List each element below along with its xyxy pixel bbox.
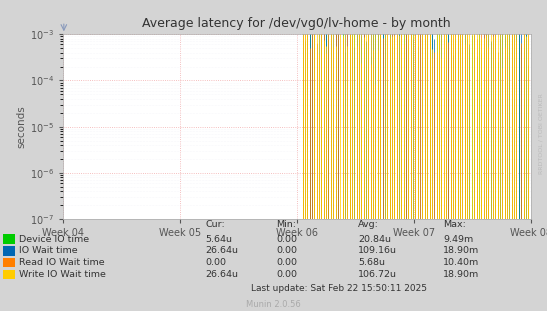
Text: 26.64u: 26.64u: [205, 270, 238, 279]
Text: 0.00: 0.00: [205, 258, 226, 267]
Text: Read IO Wait time: Read IO Wait time: [19, 258, 105, 267]
Text: 5.64u: 5.64u: [205, 235, 232, 244]
Text: 0.00: 0.00: [276, 247, 297, 255]
Text: 26.64u: 26.64u: [205, 247, 238, 255]
Text: Cur:: Cur:: [205, 220, 225, 229]
Text: 10.40m: 10.40m: [443, 258, 479, 267]
Text: 106.72u: 106.72u: [358, 270, 397, 279]
Text: 5.68u: 5.68u: [358, 258, 385, 267]
Text: Last update: Sat Feb 22 15:50:11 2025: Last update: Sat Feb 22 15:50:11 2025: [251, 284, 427, 293]
Y-axis label: seconds: seconds: [17, 105, 27, 148]
Text: 0.00: 0.00: [276, 270, 297, 279]
Text: 0.00: 0.00: [276, 258, 297, 267]
Text: RRDTOOL / TOBI OETIKER: RRDTOOL / TOBI OETIKER: [538, 93, 543, 174]
Title: Average latency for /dev/vg0/lv-home - by month: Average latency for /dev/vg0/lv-home - b…: [142, 17, 451, 30]
Text: Device IO time: Device IO time: [19, 235, 89, 244]
Text: Min:: Min:: [276, 220, 296, 229]
Text: Write IO Wait time: Write IO Wait time: [19, 270, 106, 279]
Text: 18.90m: 18.90m: [443, 270, 479, 279]
Text: Munin 2.0.56: Munin 2.0.56: [246, 300, 301, 309]
Text: 0.00: 0.00: [276, 235, 297, 244]
Text: 20.84u: 20.84u: [358, 235, 391, 244]
Text: Avg:: Avg:: [358, 220, 379, 229]
Text: 109.16u: 109.16u: [358, 247, 397, 255]
Text: Max:: Max:: [443, 220, 466, 229]
Text: 9.49m: 9.49m: [443, 235, 473, 244]
Text: 18.90m: 18.90m: [443, 247, 479, 255]
Text: IO Wait time: IO Wait time: [19, 247, 78, 255]
